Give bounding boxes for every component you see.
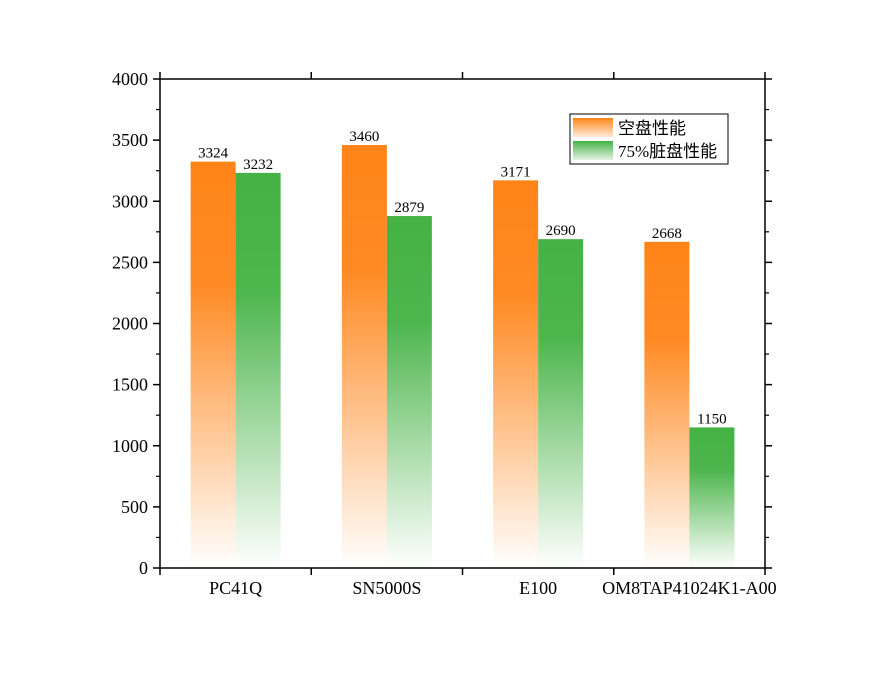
data-label: 3324 [198, 146, 229, 162]
legend-label-1: 75%脏盘性能 [618, 142, 717, 161]
y-tick-label: 4000 [112, 69, 148, 89]
data-label: 2690 [546, 223, 576, 239]
legend: 空盘性能 75%脏盘性能 [569, 113, 729, 165]
x-tick-label: SN5000S [352, 578, 421, 598]
y-tick-label: 500 [121, 497, 148, 517]
data-label: 2879 [394, 200, 424, 216]
x-tick-label: E100 [519, 578, 557, 598]
y-tick-label: 3000 [112, 191, 148, 211]
legend-swatch-0 [573, 118, 613, 137]
x-tick-label: OM8TAP41024K1-A00 [602, 578, 777, 598]
legend-swatch-1 [573, 141, 613, 160]
y-tick-label: 1000 [112, 436, 148, 456]
y-tick-label: 1500 [112, 375, 148, 395]
x-tick-label: PC41Q [209, 578, 262, 598]
y-tick-label: 0 [139, 558, 148, 578]
bar-empty-3 [644, 241, 690, 568]
data-label: 3460 [349, 129, 379, 145]
data-label: 1150 [697, 411, 726, 427]
legend-label-0: 空盘性能 [618, 119, 686, 138]
bars-layer [190, 145, 735, 569]
y-tick-label: 2500 [112, 252, 148, 272]
labels-layer: 3324 3232 PC41Q 3460 2879 SN5000S 3171 2690 E100… [198, 129, 777, 598]
y-tick-label: 3500 [112, 130, 148, 150]
bar-empty-2 [493, 180, 539, 568]
axes-layer: 0 500 1000 1500 2000 2500 3000 3500 4000 [112, 69, 772, 578]
y-tick-label: 2000 [112, 314, 148, 334]
bar-dirty-3 [689, 427, 735, 568]
data-label: 3171 [501, 164, 531, 180]
bar-empty-1 [341, 145, 387, 568]
bar-empty-0 [190, 161, 236, 569]
bar-dirty-1 [386, 216, 432, 569]
data-label: 2668 [652, 226, 682, 242]
bar-dirty-2 [538, 239, 584, 568]
data-label: 3232 [243, 157, 273, 173]
bar-dirty-0 [235, 172, 281, 568]
